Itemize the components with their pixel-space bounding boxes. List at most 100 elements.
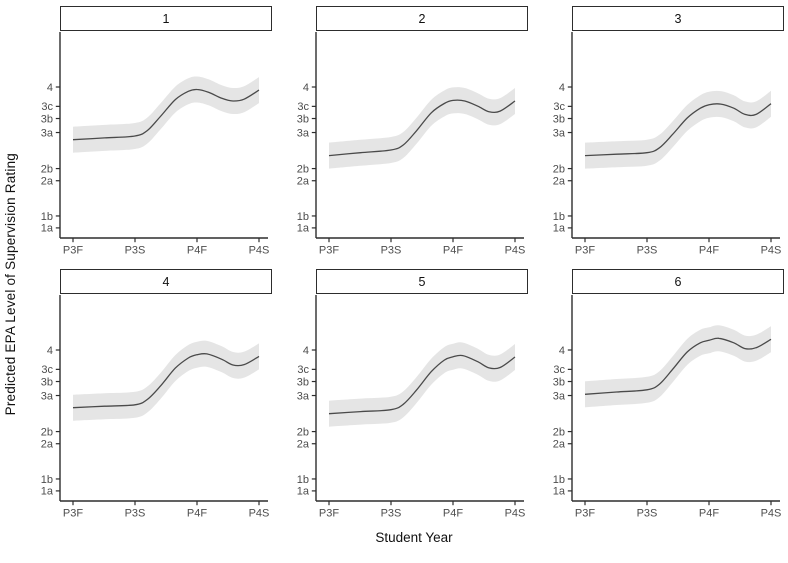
y-tick-label: 1b bbox=[553, 474, 565, 486]
axis-lines bbox=[59, 295, 268, 502]
y-tick-label: 2a bbox=[553, 439, 566, 451]
facet-strip: 3 bbox=[572, 6, 784, 31]
y-tick-label: 3c bbox=[553, 364, 565, 376]
y-tick-label: 3b bbox=[41, 113, 53, 125]
y-tick-label: 3b bbox=[553, 113, 565, 125]
y-tick-label: 4 bbox=[47, 82, 53, 94]
y-tick-label: 1b bbox=[297, 474, 309, 486]
x-tick-label: P3F bbox=[63, 245, 83, 257]
facet-strip: 2 bbox=[316, 6, 528, 31]
y-tick-label: 1b bbox=[41, 211, 53, 223]
y-tick-label: 2b bbox=[297, 426, 309, 438]
x-tick-label: P4S bbox=[505, 508, 526, 520]
x-tick-label: P4F bbox=[187, 245, 207, 257]
y-tick-label: 3b bbox=[297, 113, 309, 125]
y-tick-label: 2a bbox=[297, 439, 310, 451]
facet-strip: 5 bbox=[316, 269, 528, 294]
y-tick-label: 1a bbox=[297, 486, 310, 498]
x-tick-label: P4F bbox=[443, 508, 463, 520]
facet-panel-4: 4 1a 1b 2a 2b 3a 3b 3c 4 P3F P3S P4F P4S bbox=[20, 269, 276, 525]
x-axis-title: Student Year bbox=[375, 529, 453, 545]
x-axis-title-row: Student Year bbox=[20, 525, 788, 549]
axis-lines bbox=[571, 295, 780, 502]
facet-strip: 6 bbox=[572, 269, 784, 294]
x-tick-label: P4S bbox=[249, 245, 270, 257]
y-tick-label: 2a bbox=[553, 176, 566, 188]
x-tick-label: P4F bbox=[699, 508, 719, 520]
x-tick-label: P3F bbox=[575, 508, 595, 520]
y-tick-label: 4 bbox=[559, 345, 565, 357]
y-axis-title-column: Predicted EPA Level of Supervision Ratin… bbox=[0, 6, 20, 563]
x-tick-label: P4S bbox=[505, 245, 526, 257]
y-tick-label: 3c bbox=[297, 364, 309, 376]
facet-panel-5: 5 1a 1b 2a 2b 3a 3b 3c 4 P3F P3S P4F P4S bbox=[276, 269, 532, 525]
y-tick-label: 2a bbox=[41, 439, 54, 451]
y-tick-label: 3c bbox=[553, 101, 565, 113]
axis-lines bbox=[59, 32, 268, 239]
x-tick-label: P3F bbox=[319, 245, 339, 257]
facet-strip: 4 bbox=[60, 269, 272, 294]
x-tick-label: P4S bbox=[761, 508, 782, 520]
y-tick-label: 3a bbox=[297, 127, 310, 139]
y-tick-label: 1a bbox=[553, 223, 566, 235]
confidence-ribbon bbox=[73, 340, 259, 421]
y-tick-label: 2b bbox=[41, 163, 53, 175]
y-tick-label: 2b bbox=[553, 426, 565, 438]
x-tick-label: P4F bbox=[187, 508, 207, 520]
x-tick-label: P3S bbox=[637, 245, 658, 257]
facet-strip: 1 bbox=[60, 6, 272, 31]
fitted-line bbox=[72, 352, 260, 409]
x-tick-label: P3S bbox=[125, 508, 146, 520]
y-tick-label: 1a bbox=[297, 223, 310, 235]
axis-lines bbox=[571, 32, 780, 239]
x-tick-label: P4S bbox=[249, 508, 270, 520]
y-tick-label: 2a bbox=[41, 176, 54, 188]
facet-strip-label: 5 bbox=[418, 274, 426, 289]
y-tick-label: 4 bbox=[559, 82, 565, 94]
y-tick-label: 1b bbox=[553, 211, 565, 223]
y-axis-title: Predicted EPA Level of Supervision Ratin… bbox=[2, 153, 18, 416]
facet-strip-label: 4 bbox=[162, 274, 170, 289]
x-tick-label: P3F bbox=[63, 508, 83, 520]
confidence-ribbon bbox=[73, 76, 259, 153]
x-tick-label: P3S bbox=[381, 245, 402, 257]
y-tick-label: 2a bbox=[297, 176, 310, 188]
confidence-ribbon bbox=[585, 90, 771, 169]
y-tick-label: 1b bbox=[41, 474, 53, 486]
fitted-line bbox=[328, 99, 516, 157]
y-tick-label: 1b bbox=[297, 211, 309, 223]
fitted-line bbox=[72, 88, 260, 141]
facet-panel-2: 2 1a 1b 2a 2b 3a 3b 3c 4 P3F P3S P4F P4S bbox=[276, 6, 532, 262]
confidence-ribbon bbox=[329, 342, 515, 427]
x-tick-label: P4S bbox=[761, 245, 782, 257]
facet-strip-label: 2 bbox=[418, 11, 426, 26]
fitted-line bbox=[328, 354, 516, 415]
y-tick-label: 3b bbox=[41, 376, 53, 388]
x-tick-label: P4F bbox=[699, 245, 719, 257]
facet-grid: 1 1a 1b 2a 2b 3a 3b 3c 4 P3F P3S P4F P4S 2 1a 1b 2a 2b 3a 3… bbox=[20, 6, 788, 525]
y-tick-label: 3c bbox=[41, 101, 53, 113]
y-tick-label: 4 bbox=[303, 345, 309, 357]
y-tick-label: 4 bbox=[303, 82, 309, 94]
y-tick-label: 2b bbox=[553, 163, 565, 175]
y-tick-label: 1a bbox=[553, 486, 566, 498]
x-tick-label: P3S bbox=[637, 508, 658, 520]
y-tick-label: 3a bbox=[297, 390, 310, 402]
y-tick-label: 1a bbox=[41, 223, 54, 235]
y-tick-label: 3a bbox=[553, 127, 566, 139]
y-tick-label: 2b bbox=[297, 163, 309, 175]
x-tick-label: P3S bbox=[381, 508, 402, 520]
x-tick-label: P3F bbox=[575, 245, 595, 257]
facet-panel-3: 3 1a 1b 2a 2b 3a 3b 3c 4 P3F P3S P4F P4S bbox=[532, 6, 788, 262]
y-tick-label: 2b bbox=[41, 426, 53, 438]
axis-lines bbox=[315, 295, 524, 502]
facet-panel-6: 6 1a 1b 2a 2b 3a 3b 3c 4 P3F P3S P4F P4S bbox=[532, 269, 788, 525]
y-tick-label: 1a bbox=[41, 486, 54, 498]
y-tick-label: 3a bbox=[553, 390, 566, 402]
y-tick-label: 3c bbox=[297, 101, 309, 113]
